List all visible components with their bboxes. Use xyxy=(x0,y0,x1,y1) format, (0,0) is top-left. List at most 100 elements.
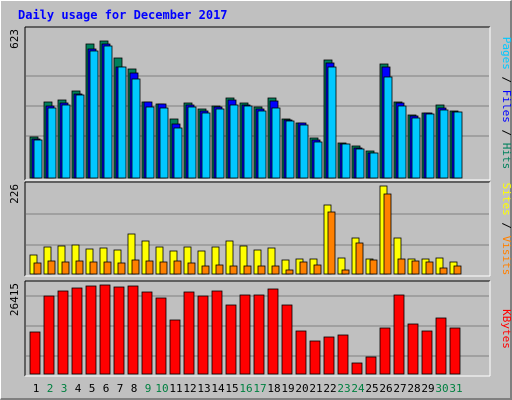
day-label-25: 25 xyxy=(365,382,378,395)
bar-sites-day-4 xyxy=(71,244,80,275)
bar-pages-day-22 xyxy=(327,66,337,179)
day-label-3: 3 xyxy=(61,382,68,395)
day-label-30: 30 xyxy=(435,382,448,395)
bar-kbytes-day-7 xyxy=(113,286,125,375)
bar-visits-day-15 xyxy=(229,265,238,275)
day-label-19: 19 xyxy=(281,382,294,395)
legend-sites_visits: Sites / Visits xyxy=(500,183,512,276)
day-label-6: 6 xyxy=(103,382,110,395)
bar-sites-day-15 xyxy=(225,240,234,275)
bar-sites-day-13 xyxy=(197,250,206,275)
bar-visits-day-8 xyxy=(131,259,140,275)
bar-visits-day-18 xyxy=(271,265,280,275)
bar-visits-day-24 xyxy=(355,242,364,275)
bar-kbytes-day-16 xyxy=(239,294,251,375)
bar-kbytes-day-4 xyxy=(71,287,83,375)
bar-kbytes-day-5 xyxy=(85,285,97,375)
bar-visits-day-11 xyxy=(173,260,182,275)
bar-pages-day-29 xyxy=(425,113,435,179)
bar-pages-day-17 xyxy=(257,110,267,179)
day-label-16: 16 xyxy=(239,382,252,395)
bar-sites-day-8 xyxy=(127,233,136,275)
bar-kbytes-day-17 xyxy=(253,294,265,375)
bar-kbytes-day-11 xyxy=(169,319,181,375)
panel-kbytes: 26415 KBytes xyxy=(8,280,512,377)
series-visits xyxy=(33,193,462,275)
bar-pages-day-31 xyxy=(453,111,463,179)
bar-sites-day-23 xyxy=(337,257,346,275)
bar-visits-day-5 xyxy=(89,261,98,275)
day-label-14: 14 xyxy=(211,382,225,395)
bar-pages-day-7 xyxy=(117,66,127,179)
day-label-23: 23 xyxy=(337,382,350,395)
bar-pages-day-15 xyxy=(229,104,239,179)
bar-pages-day-18 xyxy=(271,107,281,179)
day-label-15: 15 xyxy=(225,382,238,395)
day-label-26: 26 xyxy=(379,382,392,395)
bar-visits-day-22 xyxy=(327,211,336,275)
day-label-27: 27 xyxy=(393,382,406,395)
bar-sites-day-6 xyxy=(99,247,108,275)
bar-kbytes-day-3 xyxy=(57,290,69,375)
bar-kbytes-day-29 xyxy=(421,330,433,375)
legend-hits_files_pages: Pages / Files / Hits xyxy=(500,37,512,170)
bar-kbytes-day-26 xyxy=(379,327,391,375)
bar-visits-day-2 xyxy=(47,260,56,275)
bar-pages-day-9 xyxy=(145,106,155,179)
bar-sites-day-18 xyxy=(267,247,276,275)
chart-title: Daily usage for December 2017 xyxy=(18,8,228,22)
bar-visits-day-25 xyxy=(369,259,378,275)
bar-kbytes-day-1 xyxy=(29,331,41,375)
bar-kbytes-day-18 xyxy=(267,288,279,375)
y-max-label: 26415 xyxy=(8,283,21,316)
panel-hits_files_pages: 623 Pages / Files / Hits xyxy=(8,26,512,181)
series-sites xyxy=(29,185,458,275)
bar-kbytes-day-28 xyxy=(407,323,419,375)
y-max-label: 623 xyxy=(8,29,21,49)
day-label-10: 10 xyxy=(155,382,168,395)
bar-visits-day-3 xyxy=(61,261,70,275)
bar-sites-day-14 xyxy=(211,246,220,275)
bar-visits-day-14 xyxy=(215,264,224,275)
day-label-5: 5 xyxy=(89,382,96,395)
bar-pages-day-5 xyxy=(89,50,99,179)
series-kbytes xyxy=(29,284,461,375)
bar-visits-day-27 xyxy=(397,258,406,275)
bar-kbytes-day-27 xyxy=(393,294,405,375)
day-label-20: 20 xyxy=(295,382,308,395)
day-label-21: 21 xyxy=(309,382,322,395)
day-label-13: 13 xyxy=(197,382,210,395)
bar-pages-day-30 xyxy=(439,109,449,179)
bar-visits-day-20 xyxy=(299,261,308,275)
bar-visits-day-28 xyxy=(411,260,420,275)
bar-visits-day-16 xyxy=(243,265,252,275)
bar-kbytes-day-31 xyxy=(449,327,461,375)
bar-pages-day-28 xyxy=(411,117,421,179)
day-label-18: 18 xyxy=(267,382,280,395)
bar-pages-day-20 xyxy=(299,124,309,179)
day-label-7: 7 xyxy=(117,382,124,395)
bar-pages-day-16 xyxy=(243,105,253,179)
panel-sites_visits: 226 Sites / Visits xyxy=(8,181,512,277)
legend-entry-files: Files xyxy=(500,90,512,123)
bar-kbytes-day-15 xyxy=(225,304,237,375)
bar-visits-day-13 xyxy=(201,265,210,275)
bar-visits-day-9 xyxy=(145,260,154,275)
series-pages xyxy=(33,45,463,179)
bar-sites-day-3 xyxy=(57,245,66,275)
bar-kbytes-day-25 xyxy=(365,356,377,375)
bar-pages-day-1 xyxy=(33,139,43,179)
legend-entry-sites: Sites xyxy=(500,183,512,216)
bar-kbytes-day-30 xyxy=(435,317,447,375)
bar-visits-day-17 xyxy=(257,265,266,275)
day-label-2: 2 xyxy=(47,382,54,395)
bar-visits-day-26 xyxy=(383,193,392,275)
legend-entry-visits: Visits xyxy=(500,236,512,276)
bar-pages-day-2 xyxy=(47,107,57,179)
bar-sites-day-30 xyxy=(435,257,444,275)
bar-kbytes-day-23 xyxy=(337,334,349,375)
bar-visits-day-21 xyxy=(313,264,322,275)
bar-visits-day-19 xyxy=(285,269,294,275)
legend-separator: / xyxy=(500,123,512,143)
